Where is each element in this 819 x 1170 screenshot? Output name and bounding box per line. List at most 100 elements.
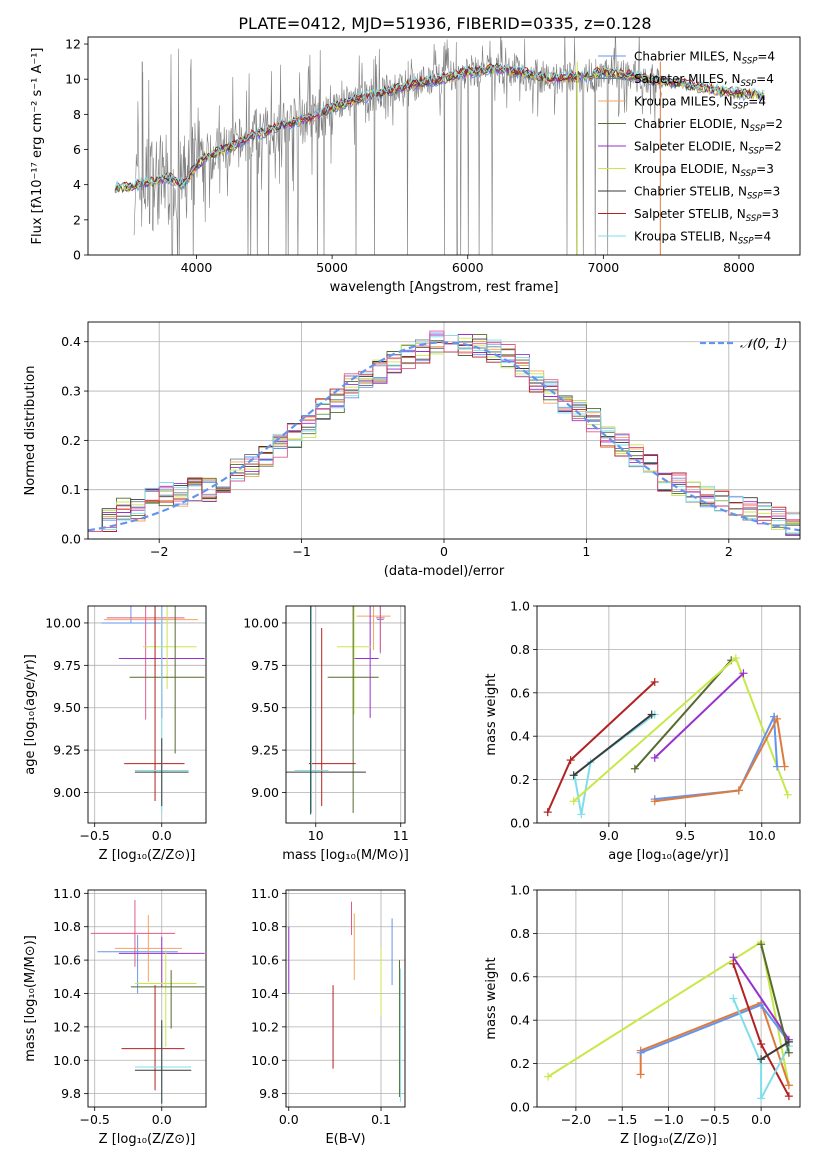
y-tick-label: 10.2 (53, 1019, 81, 1034)
y-tick-label: 10 (65, 72, 81, 87)
y-tick-label: 9.25 (251, 743, 279, 758)
x-tick-label: 0.0 (152, 1112, 172, 1127)
chart-age-vs-mass: 10 11 9.00 9.25 9.50 9.75 10.00 mass [log₁₀(M/M… (243, 605, 409, 863)
y-tick-label: 0.2 (61, 433, 81, 448)
x-tick-label: −2 (150, 544, 168, 559)
weight-line (573, 713, 653, 777)
normal-curve (88, 341, 800, 532)
x-tick-label: −0.5 (80, 828, 110, 843)
model-line (114, 65, 765, 193)
plot-area (544, 938, 793, 1103)
plot-area (101, 606, 205, 813)
y-tick-label: 1.0 (510, 883, 530, 898)
y-tick-label: 1.0 (510, 599, 530, 614)
x-tick-label: 0.0 (152, 828, 172, 843)
chart-spectrum: 4000 5000 6000 7000 8000 0 2 4 6 8 10 12 wavelength … (30, 36, 801, 295)
y-tick-label: 0.0 (510, 1100, 530, 1115)
y-tick-label: 9.00 (251, 785, 279, 800)
y-tick-label: 9.8 (61, 1086, 81, 1101)
y-tick-label: 0.4 (510, 1013, 530, 1028)
x-axis-label: Z [log₁₀(Z/Z⊙)] (99, 1132, 196, 1147)
y-tick-label: 0.6 (510, 969, 530, 984)
legend: 𝒩(0, 1) (700, 337, 787, 352)
y-tick-label: 0.2 (510, 1056, 530, 1071)
y-tick-label: 11.0 (53, 886, 81, 901)
plot-area (114, 37, 765, 255)
chart-mass-vs-Z: −0.5 0.0 9.8 10.0 10.2 10.4 10.6 10.8 11.0 Z [log… (23, 886, 207, 1147)
y-tick-label: 10.8 (53, 919, 81, 934)
chart-residuals: −2 −1 0 1 2 0.0 0.1 0.2 0.3 0.4 (data-model)/error… (23, 321, 801, 579)
axes-frame (87, 605, 207, 824)
x-axis-label: age [log₁₀(age/yr)] (608, 848, 729, 863)
y-tick-label: 9.8 (259, 1086, 279, 1101)
x-axis-label: Z [log₁₀(Z/Z⊙)] (99, 848, 196, 863)
x-tick-label: 4000 (181, 260, 213, 275)
weight-line (634, 659, 732, 770)
legend-label: Kroupa MILES, NSSP=4 (634, 95, 766, 112)
x-tick-label: −1 (292, 544, 310, 559)
y-tick-label: 0.4 (510, 729, 530, 744)
y-tick-label: 9.75 (53, 658, 81, 673)
y-tick-label: 11.0 (251, 886, 279, 901)
y-axis-label: mass weight (484, 673, 499, 755)
x-axis-label: E(B-V) (325, 1132, 365, 1147)
plot-area (90, 900, 205, 1104)
y-tick-label: 4 (73, 177, 81, 192)
y-tick-label: 0.8 (510, 642, 530, 657)
axes-frame (536, 889, 801, 1108)
y-tick-label: 10.00 (243, 615, 279, 630)
x-tick-label: 1 (582, 544, 590, 559)
y-tick-label: 0.4 (61, 334, 81, 349)
legend: Chabrier MILES, NSSP=4 Salpeter MILES, NS… (598, 50, 783, 247)
y-tick-label: 0.2 (510, 772, 530, 787)
y-tick-label: 10.6 (53, 953, 81, 968)
y-axis-label: Flux [fλ10⁻¹⁷ erg cm⁻² s⁻¹ A⁻¹] (30, 48, 45, 245)
x-tick-label: 6000 (452, 260, 484, 275)
legend-label: Kroupa STELIB, NSSP=4 (634, 230, 771, 247)
axes-frame (87, 321, 801, 540)
y-axis-label: Normed distribution (23, 366, 38, 496)
y-tick-label: 9.50 (251, 700, 279, 715)
x-tick-label: 8000 (723, 260, 755, 275)
axes-frame (285, 605, 406, 824)
x-axis-label: mass [log₁₀(M/M⊙)] (282, 848, 409, 863)
panels: 4000 5000 6000 7000 8000024681012wavelength … (23, 36, 801, 1147)
weight-line (654, 672, 745, 759)
plot-area (286, 606, 391, 815)
x-tick-label: 10.0 (748, 828, 776, 843)
chart-weight-vs-age: 9.0 9.5 10.0 0.0 0.2 0.4 0.6 0.8 1.0 age [log₁₀(a… (484, 599, 801, 863)
x-tick-label: −0.5 (700, 1112, 730, 1127)
x-axis-label: (data-model)/error (384, 564, 505, 579)
chart-weight-vs-Z: −2.0 −1.5 −1.0 −0.5 0.0 0.0 0.2 0.4 0.6 0.8 1.0 Z [… (484, 883, 801, 1147)
plot-area (88, 330, 800, 539)
y-tick-label: 0.6 (510, 685, 530, 700)
weight-line (639, 1001, 790, 1086)
x-axis-label: Z [log₁₀(Z/Z⊙)] (620, 1132, 717, 1147)
y-tick-label: 10.2 (251, 1019, 279, 1034)
x-tick-label: 10 (308, 828, 324, 843)
axes-frame (536, 605, 801, 824)
x-tick-label: 2 (725, 544, 733, 559)
x-tick-label: 9.5 (675, 828, 695, 843)
axes-frame (87, 889, 207, 1108)
legend-label: Salpeter MILES, NSSP=4 (634, 72, 774, 89)
x-tick-label: 7000 (587, 260, 619, 275)
weight-line (760, 944, 790, 1054)
x-axis-label: wavelength [Angstrom, rest frame] (330, 280, 559, 295)
y-tick-label: 0.8 (510, 926, 530, 941)
y-tick-label: 9.75 (251, 658, 279, 673)
y-tick-label: 0.0 (510, 816, 530, 831)
legend-label: Chabrier ELODIE, NSSP=2 (634, 117, 783, 134)
y-axis-label: mass weight (484, 957, 499, 1039)
plot-area (288, 901, 401, 1102)
plot-area (543, 654, 792, 819)
y-tick-label: 0.0 (61, 532, 81, 547)
chart-mass-vs-ebv: 0.0 0.1 9.8 10.0 10.2 10.4 10.6 10.8 11.0 E(B-V) (251, 886, 406, 1147)
y-tick-label: 12 (65, 37, 81, 52)
weight-line (654, 715, 786, 803)
y-tick-label: 9.00 (53, 785, 81, 800)
y-tick-label: 0 (73, 248, 81, 263)
x-tick-label: 9.0 (599, 828, 619, 843)
axes-frame (87, 36, 801, 256)
x-tick-label: 0.1 (371, 1112, 391, 1127)
